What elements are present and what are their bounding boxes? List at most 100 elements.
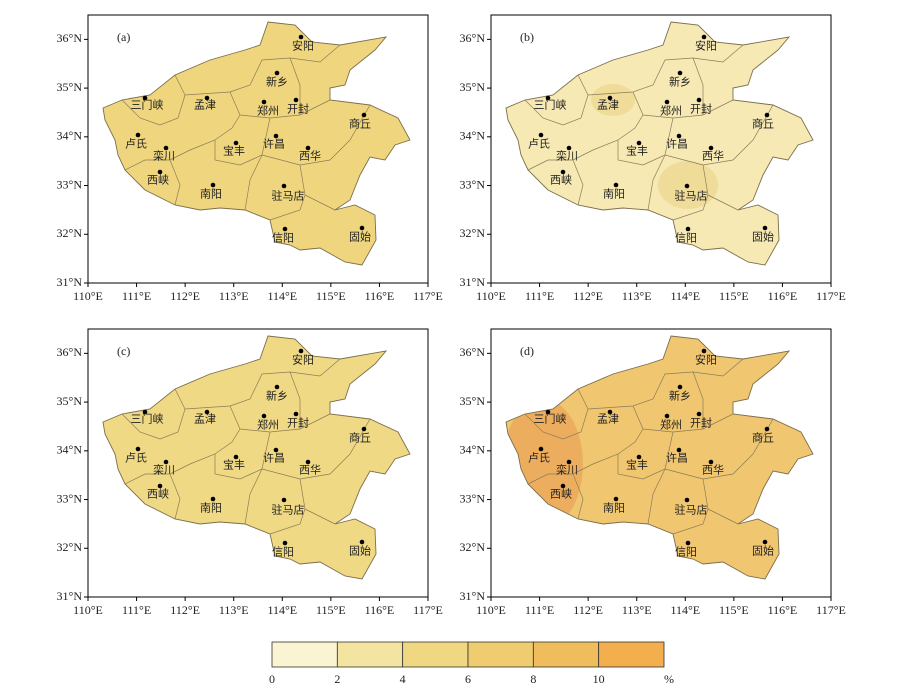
y-tick-label: 32°N <box>460 226 486 240</box>
county-border <box>572 159 584 206</box>
city-name: 开封 <box>287 102 309 116</box>
city-dot <box>233 454 239 460</box>
y-tick-label: 35°N <box>460 394 486 408</box>
x-tick-label: 116°E <box>365 289 395 303</box>
x-tick-label: 113°E <box>219 603 249 617</box>
city-dot <box>664 99 670 105</box>
y-tick-label: 32°N <box>57 226 83 240</box>
x-tick-label: 117°E <box>816 289 846 303</box>
city-dot <box>538 446 544 452</box>
panel-label: (b) <box>520 30 534 44</box>
city-dot <box>361 112 367 118</box>
county-border <box>304 194 336 211</box>
county-border <box>524 74 589 126</box>
x-tick-label: 117°E <box>816 603 846 617</box>
x-tick-label: 110°E <box>476 289 506 303</box>
city-dot <box>142 95 148 101</box>
county-border <box>664 104 774 166</box>
city-name: 栾川 <box>556 149 578 163</box>
city-name: 西峡 <box>147 173 169 187</box>
city-dot <box>274 384 280 390</box>
colorbar-tick-label: 2 <box>334 672 340 686</box>
map-panel: (a) 110°E 111°E 112°E 113°E 114°E 115°E 116°E 11… <box>57 14 443 303</box>
map-panel: (b) 110°E 111°E 112°E 113°E 114°E 115°E 116°E 11… <box>460 14 846 303</box>
colorbar-tick-label: 10 <box>593 672 605 686</box>
anomaly-spot <box>591 84 635 116</box>
city-name: 安阳 <box>292 39 314 53</box>
city-name: 宝丰 <box>626 458 648 472</box>
county-border <box>617 431 674 480</box>
city-dot <box>677 70 683 76</box>
y-tick-label: 34°N <box>460 129 486 143</box>
city-dot <box>607 95 613 101</box>
x-tick-label: 115°E <box>719 289 749 303</box>
city-name: 开封 <box>690 102 712 116</box>
city-dot <box>762 225 768 231</box>
y-tick-label: 35°N <box>460 80 486 94</box>
city-dot <box>676 133 682 139</box>
county-border <box>124 405 241 485</box>
city-dot <box>613 496 619 502</box>
city-name: 郑州 <box>257 418 279 432</box>
colorbar-tick-label: 0 <box>269 672 275 686</box>
city-name: 三门峡 <box>131 98 164 112</box>
county-border <box>524 388 589 440</box>
county-border <box>664 418 774 480</box>
city-dot <box>281 183 287 189</box>
axes-frame <box>490 328 832 598</box>
y-tick-label: 33°N <box>57 177 83 191</box>
y-tick-label: 31°N <box>57 589 83 603</box>
city-dot <box>545 95 551 101</box>
city-dot <box>545 409 551 415</box>
city-name: 安阳 <box>695 353 717 367</box>
county-border <box>527 91 644 171</box>
city-name: 新乡 <box>669 75 691 89</box>
y-tick-label: 36°N <box>57 345 83 359</box>
city-name: 三门峡 <box>131 412 164 426</box>
city-dot <box>204 409 210 415</box>
city-dot <box>163 459 169 465</box>
city-dot <box>282 226 288 232</box>
y-tick-label: 31°N <box>57 275 83 289</box>
county-border <box>214 117 271 166</box>
city-dot <box>359 225 365 231</box>
province-border <box>102 335 411 580</box>
county-border <box>289 57 301 115</box>
y-tick-label: 33°N <box>57 491 83 505</box>
county-border <box>121 388 186 440</box>
province-fill <box>506 22 813 265</box>
city-name: 西峡 <box>147 487 169 501</box>
county-border <box>572 473 584 520</box>
city-dot <box>684 497 690 503</box>
county-border <box>692 57 704 115</box>
city-name: 南阳 <box>603 502 625 515</box>
city-name: 三门峡 <box>534 98 567 112</box>
city-name: 宝丰 <box>626 144 648 158</box>
city-name: 驻马店 <box>272 503 305 517</box>
panel-label: (a) <box>117 30 130 44</box>
x-tick-label: 111°E <box>525 289 554 303</box>
city-name: 固始 <box>349 230 371 244</box>
city-dot <box>293 97 299 103</box>
x-tick-label: 112°E <box>573 603 603 617</box>
province-fill <box>103 336 410 579</box>
city-name: 固始 <box>349 544 371 558</box>
map-panel: (c) 110°E 111°E 112°E 113°E 114°E 115°E 116°E 11… <box>57 328 443 617</box>
city-name: 卢氏 <box>125 138 147 151</box>
province-border <box>505 335 814 580</box>
city-name: 许昌 <box>263 452 285 465</box>
x-tick-label: 117°E <box>413 289 443 303</box>
city-dot <box>157 483 163 489</box>
city-name: 孟津 <box>597 413 619 426</box>
x-tick-label: 114°E <box>267 603 297 617</box>
county-border <box>269 164 306 221</box>
province-fill <box>506 336 813 579</box>
panel-label: (c) <box>117 344 130 358</box>
city-name: 驻马店 <box>675 503 708 517</box>
city-dot <box>261 99 267 105</box>
axes-frame <box>87 328 429 598</box>
map-panel: (d) 110°E 111°E 112°E 113°E 114°E 115°E 116°E 11… <box>460 328 846 617</box>
city-dot <box>305 145 311 151</box>
city-name: 栾川 <box>153 463 175 477</box>
